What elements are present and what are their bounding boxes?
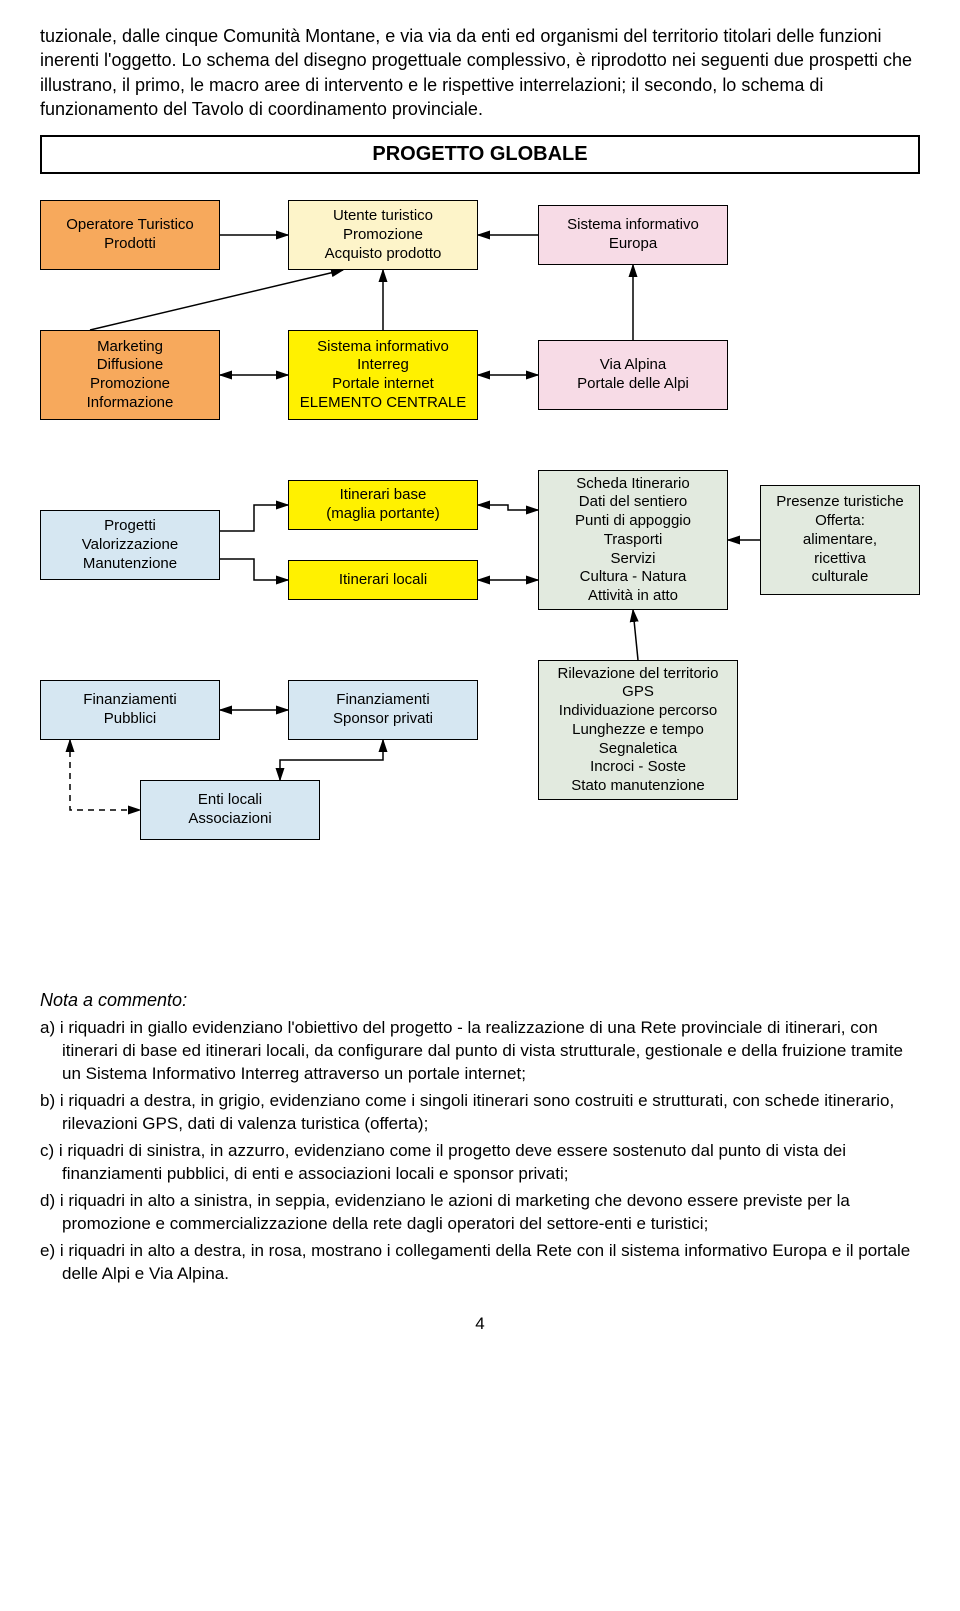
box-sis_europa: Sistema informativo Europa (538, 205, 728, 265)
arrow (90, 270, 343, 330)
arrow (478, 505, 538, 510)
box-sis_interreg: Sistema informativo Interreg Portale int… (288, 330, 478, 420)
box-rilevazione: Rilevazione del territorio GPS Individua… (538, 660, 738, 800)
page-number: 4 (40, 1314, 920, 1334)
box-fin_pubblici: Finanziamenti Pubblici (40, 680, 220, 740)
box-progetti: Progetti Valorizzazione Manutenzione (40, 510, 220, 580)
box-presenze: Presenze turistiche Offerta: alimentare,… (760, 485, 920, 595)
arrow (220, 505, 288, 531)
box-utente: Utente turistico Promozione Acquisto pro… (288, 200, 478, 270)
nota-item: d) i riquadri in alto a sinistra, in sep… (40, 1190, 920, 1236)
nota-item: c) i riquadri di sinistra, in azzurro, e… (40, 1140, 920, 1186)
nota-item: e) i riquadri in alto a destra, in rosa,… (40, 1240, 920, 1286)
box-enti_locali: Enti locali Associazioni (140, 780, 320, 840)
box-itin_base: Itinerari base (maglia portante) (288, 480, 478, 530)
nota-item: a) i riquadri in giallo evidenziano l'ob… (40, 1017, 920, 1086)
box-marketing: Marketing Diffusione Promozione Informaz… (40, 330, 220, 420)
arrow (220, 559, 288, 580)
intro-paragraph: tuzionale, dalle cinque Comunità Montane… (40, 24, 920, 121)
arrow (633, 610, 638, 660)
box-fin_privati: Finanziamenti Sponsor privati (288, 680, 478, 740)
box-via_alpina: Via Alpina Portale delle Alpi (538, 340, 728, 410)
box-scheda: Scheda Itinerario Dati del sentiero Punt… (538, 470, 728, 610)
nota-list: a) i riquadri in giallo evidenziano l'ob… (40, 1017, 920, 1285)
diagram-container: Operatore Turistico Prodotti Utente turis… (40, 200, 920, 960)
nota-title: Nota a commento: (40, 990, 920, 1011)
arrow (70, 740, 140, 810)
arrow (280, 740, 383, 780)
nota-item: b) i riquadri a destra, in grigio, evide… (40, 1090, 920, 1136)
box-itin_locali: Itinerari locali (288, 560, 478, 600)
box-op_turistico: Operatore Turistico Prodotti (40, 200, 220, 270)
diagram-title: PROGETTO GLOBALE (40, 135, 920, 174)
